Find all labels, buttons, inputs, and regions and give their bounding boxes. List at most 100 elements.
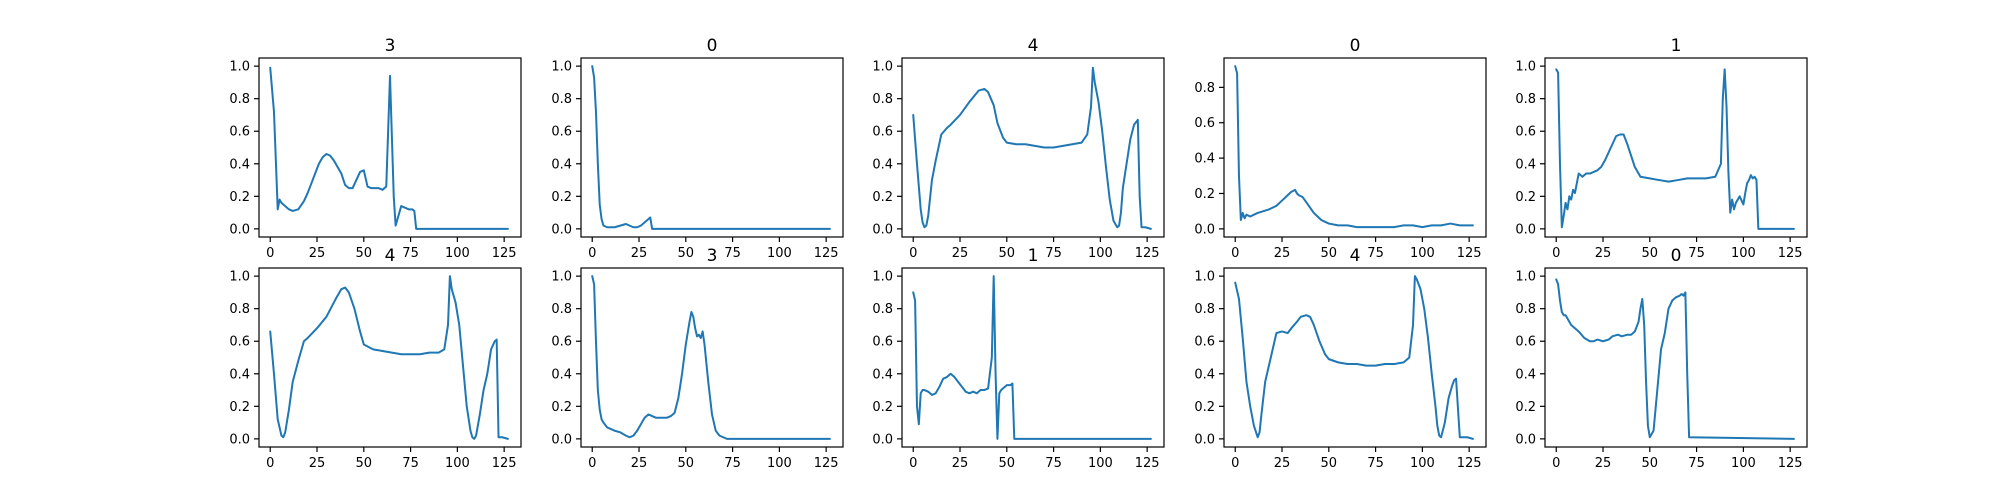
y-tick-label: 0.0 xyxy=(872,222,893,237)
y-tick-label: 0.2 xyxy=(1194,400,1215,415)
panel-5: 0 25 50 75 100 125 0.0 0.2 0.4 0.6 0.8 1.0 1 xyxy=(1515,36,1808,261)
axes-frame xyxy=(258,267,522,448)
x-tick-label: 25 xyxy=(309,246,326,261)
y-tick-label: 0.2 xyxy=(1194,187,1215,202)
panel-1: 0 25 50 75 100 125 0.0 0.2 0.4 0.6 0.8 1.0 3 xyxy=(229,36,522,261)
x-tick-label: 25 xyxy=(309,456,326,471)
x-tick-label: 75 xyxy=(402,456,419,471)
axes-frame xyxy=(901,57,1165,238)
x-tick-label: 50 xyxy=(999,246,1016,261)
y-tick-label: 0.0 xyxy=(1515,222,1536,237)
panel-3: 0 25 50 75 100 125 0.0 0.2 0.4 0.6 0.8 1.0 4 xyxy=(872,36,1165,261)
y-tick-label: 0.8 xyxy=(551,92,572,107)
y-tick-label: 1.0 xyxy=(1515,60,1536,75)
y-tick-label: 0.0 xyxy=(1515,432,1536,447)
x-tick-label: 50 xyxy=(999,456,1016,471)
x-tick-label: 50 xyxy=(1642,456,1659,471)
y-tick-label: 0.2 xyxy=(551,400,572,415)
axes-frame xyxy=(1544,267,1808,448)
y-tick-label: 0.2 xyxy=(229,400,250,415)
y-tick-label: 1.0 xyxy=(872,270,893,285)
y-tick-label: 0.4 xyxy=(229,367,250,382)
y-tick-label: 0.8 xyxy=(229,302,250,317)
x-tick-label: 25 xyxy=(952,246,969,261)
panel-title: 4 xyxy=(385,246,396,266)
series-line-1 xyxy=(1555,278,1795,440)
x-tick-label: 0 xyxy=(266,456,274,471)
y-tick-label: 0.6 xyxy=(1515,125,1536,140)
x-tick-label: 125 xyxy=(1457,456,1482,471)
x-tick-label: 50 xyxy=(1321,456,1338,471)
axes-frame xyxy=(1544,57,1808,238)
panel-9: 0 25 50 75 100 125 0.0 0.2 0.4 0.6 0.8 1.0 4 xyxy=(1194,246,1487,471)
y-tick-label: 1.0 xyxy=(551,270,572,285)
x-tick-label: 0 xyxy=(588,456,596,471)
y-tick-label: 0.8 xyxy=(1194,81,1215,96)
panel-title: 4 xyxy=(1028,36,1039,56)
x-tick-label: 0 xyxy=(1231,456,1239,471)
x-tick-label: 75 xyxy=(1688,456,1705,471)
x-tick-label: 100 xyxy=(1410,246,1435,261)
x-tick-label: 125 xyxy=(1778,246,1803,261)
series-line-1 xyxy=(269,275,509,440)
panel-title: 0 xyxy=(707,36,718,56)
x-tick-label: 75 xyxy=(724,456,741,471)
y-tick-label: 0.6 xyxy=(229,335,250,350)
y-tick-label: 0.2 xyxy=(1515,400,1536,415)
axes-frame xyxy=(901,267,1165,448)
series-line-1 xyxy=(912,275,1152,440)
x-tick-label: 0 xyxy=(909,456,917,471)
y-tick-label: 0.6 xyxy=(551,335,572,350)
x-tick-label: 50 xyxy=(1642,246,1659,261)
panel-2: 0 25 50 75 100 125 0.0 0.2 0.4 0.6 0.8 1.0 0 xyxy=(551,36,844,261)
y-tick-label: 1.0 xyxy=(551,60,572,75)
y-tick-label: 1.0 xyxy=(229,60,250,75)
panel-title: 3 xyxy=(707,246,718,266)
series-line-1 xyxy=(591,275,831,440)
x-tick-label: 100 xyxy=(445,246,470,261)
panel-title: 0 xyxy=(1350,36,1361,56)
y-tick-label: 0.8 xyxy=(229,92,250,107)
x-tick-label: 25 xyxy=(952,456,969,471)
axes-frame xyxy=(1223,57,1487,238)
panel-title: 0 xyxy=(1671,246,1682,266)
axes-frame xyxy=(1223,267,1487,448)
x-tick-label: 125 xyxy=(814,456,839,471)
x-tick-label: 25 xyxy=(1274,456,1291,471)
y-tick-label: 0.0 xyxy=(229,432,250,447)
x-tick-label: 125 xyxy=(1457,246,1482,261)
panel-7: 0 25 50 75 100 125 0.0 0.2 0.4 0.6 0.8 1.0 3 xyxy=(551,246,844,471)
panel-4: 0 25 50 75 100 125 0.0 0.2 0.4 0.6 0.8 0 xyxy=(1194,36,1487,261)
x-tick-label: 50 xyxy=(678,246,695,261)
y-tick-label: 0.0 xyxy=(229,222,250,237)
panel-title: 1 xyxy=(1671,36,1682,56)
y-tick-label: 0.4 xyxy=(872,367,893,382)
y-tick-label: 0.6 xyxy=(1194,335,1215,350)
series-line-1 xyxy=(912,66,1152,230)
x-tick-label: 75 xyxy=(1045,246,1062,261)
x-tick-label: 0 xyxy=(266,246,274,261)
series-line-1 xyxy=(591,65,831,230)
panel-6: 0 25 50 75 100 125 0.0 0.2 0.4 0.6 0.8 1.0 4 xyxy=(229,246,522,471)
axes-frame xyxy=(580,57,844,238)
y-tick-label: 0.0 xyxy=(1194,432,1215,447)
x-tick-label: 75 xyxy=(1367,456,1384,471)
panel-title: 1 xyxy=(1028,246,1039,266)
y-tick-label: 0.6 xyxy=(872,125,893,140)
y-tick-label: 0.4 xyxy=(1194,152,1215,167)
x-tick-label: 75 xyxy=(1045,456,1062,471)
y-tick-label: 0.0 xyxy=(872,432,893,447)
y-tick-label: 0.2 xyxy=(551,190,572,205)
x-tick-label: 75 xyxy=(1688,246,1705,261)
x-tick-label: 25 xyxy=(631,456,648,471)
x-tick-label: 0 xyxy=(909,246,917,261)
x-tick-label: 0 xyxy=(1552,456,1560,471)
y-tick-label: 0.4 xyxy=(551,157,572,172)
x-tick-label: 125 xyxy=(492,246,517,261)
y-tick-label: 0.4 xyxy=(551,367,572,382)
y-tick-label: 0.4 xyxy=(1515,367,1536,382)
x-tick-label: 50 xyxy=(678,456,695,471)
series-line-1 xyxy=(1234,275,1474,440)
